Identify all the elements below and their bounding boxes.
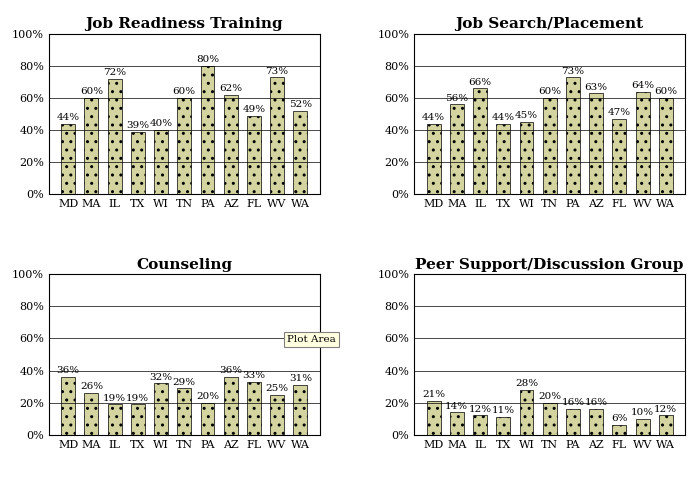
Bar — [62, 124, 75, 194]
Text: 72%: 72% — [103, 68, 127, 77]
Text: 19%: 19% — [127, 394, 150, 403]
Bar — [294, 111, 308, 194]
Bar — [247, 115, 261, 194]
Bar — [154, 130, 168, 194]
Text: 73%: 73% — [561, 67, 584, 75]
Bar — [201, 403, 215, 435]
Bar — [178, 388, 192, 435]
Text: 80%: 80% — [196, 55, 219, 64]
Bar — [450, 104, 464, 194]
Bar — [612, 119, 626, 194]
Bar — [270, 77, 284, 194]
Bar — [131, 132, 145, 194]
Bar — [224, 377, 238, 435]
Text: 28%: 28% — [515, 379, 538, 388]
Title: Job Readiness Training: Job Readiness Training — [85, 17, 283, 31]
Text: 29%: 29% — [173, 378, 196, 386]
Text: 25%: 25% — [266, 384, 289, 393]
Bar — [635, 419, 649, 435]
Text: 16%: 16% — [584, 398, 607, 408]
Bar — [108, 404, 122, 435]
Text: 44%: 44% — [422, 113, 445, 122]
Text: 12%: 12% — [468, 405, 491, 414]
Text: 14%: 14% — [445, 402, 468, 411]
Bar — [658, 415, 672, 435]
Bar — [108, 79, 122, 194]
Text: 36%: 36% — [57, 367, 80, 375]
Text: 60%: 60% — [538, 87, 561, 96]
Text: 12%: 12% — [654, 405, 677, 414]
Text: 20%: 20% — [196, 392, 219, 401]
Bar — [178, 98, 192, 194]
Bar — [270, 395, 284, 435]
Bar — [635, 92, 649, 194]
Bar — [496, 417, 510, 435]
Text: 73%: 73% — [266, 67, 289, 75]
Text: 47%: 47% — [607, 108, 631, 117]
Bar — [473, 88, 487, 194]
Text: 36%: 36% — [219, 367, 243, 375]
Text: 6%: 6% — [611, 414, 628, 424]
Text: 40%: 40% — [150, 119, 173, 128]
Bar — [450, 412, 464, 435]
Bar — [247, 382, 261, 435]
Bar — [85, 98, 99, 194]
Bar — [85, 393, 99, 435]
Text: 60%: 60% — [654, 87, 677, 96]
Text: 21%: 21% — [422, 390, 445, 399]
Text: 60%: 60% — [80, 87, 103, 96]
Text: 39%: 39% — [127, 121, 150, 130]
Bar — [62, 377, 75, 435]
Text: 63%: 63% — [584, 83, 607, 92]
Text: 52%: 52% — [289, 100, 312, 109]
Text: 56%: 56% — [445, 94, 468, 103]
Bar — [566, 77, 580, 194]
Text: 44%: 44% — [57, 113, 80, 122]
Bar — [496, 124, 510, 194]
Bar — [426, 401, 440, 435]
Bar — [473, 415, 487, 435]
Text: 16%: 16% — [561, 398, 584, 408]
Bar — [131, 404, 145, 435]
Bar — [612, 425, 626, 435]
Bar — [542, 98, 556, 194]
Text: 60%: 60% — [173, 87, 196, 96]
Text: 33%: 33% — [243, 371, 266, 380]
Bar — [589, 93, 603, 194]
Bar — [294, 385, 308, 435]
Bar — [519, 122, 533, 194]
Text: 31%: 31% — [289, 374, 312, 384]
Bar — [542, 403, 556, 435]
Text: Plot Area: Plot Area — [287, 335, 336, 344]
Text: 49%: 49% — [243, 105, 266, 114]
Text: 32%: 32% — [150, 373, 173, 382]
Text: 44%: 44% — [491, 113, 515, 122]
Bar — [201, 66, 215, 194]
Title: Peer Support/Discussion Group: Peer Support/Discussion Group — [415, 258, 684, 272]
Text: 19%: 19% — [103, 394, 127, 403]
Text: 66%: 66% — [468, 78, 491, 87]
Title: Counseling: Counseling — [136, 258, 232, 272]
Text: 62%: 62% — [219, 84, 243, 93]
Bar — [426, 124, 440, 194]
Bar — [566, 409, 580, 435]
Text: 45%: 45% — [515, 112, 538, 120]
Text: 11%: 11% — [491, 407, 515, 415]
Bar — [519, 390, 533, 435]
Text: 26%: 26% — [80, 383, 103, 391]
Bar — [589, 409, 603, 435]
Bar — [658, 98, 672, 194]
Title: Job Search/Placement: Job Search/Placement — [456, 17, 644, 31]
Bar — [154, 384, 168, 435]
Text: 64%: 64% — [631, 81, 654, 90]
Text: 20%: 20% — [538, 392, 561, 401]
Text: 10%: 10% — [631, 408, 654, 417]
Bar — [224, 95, 238, 194]
